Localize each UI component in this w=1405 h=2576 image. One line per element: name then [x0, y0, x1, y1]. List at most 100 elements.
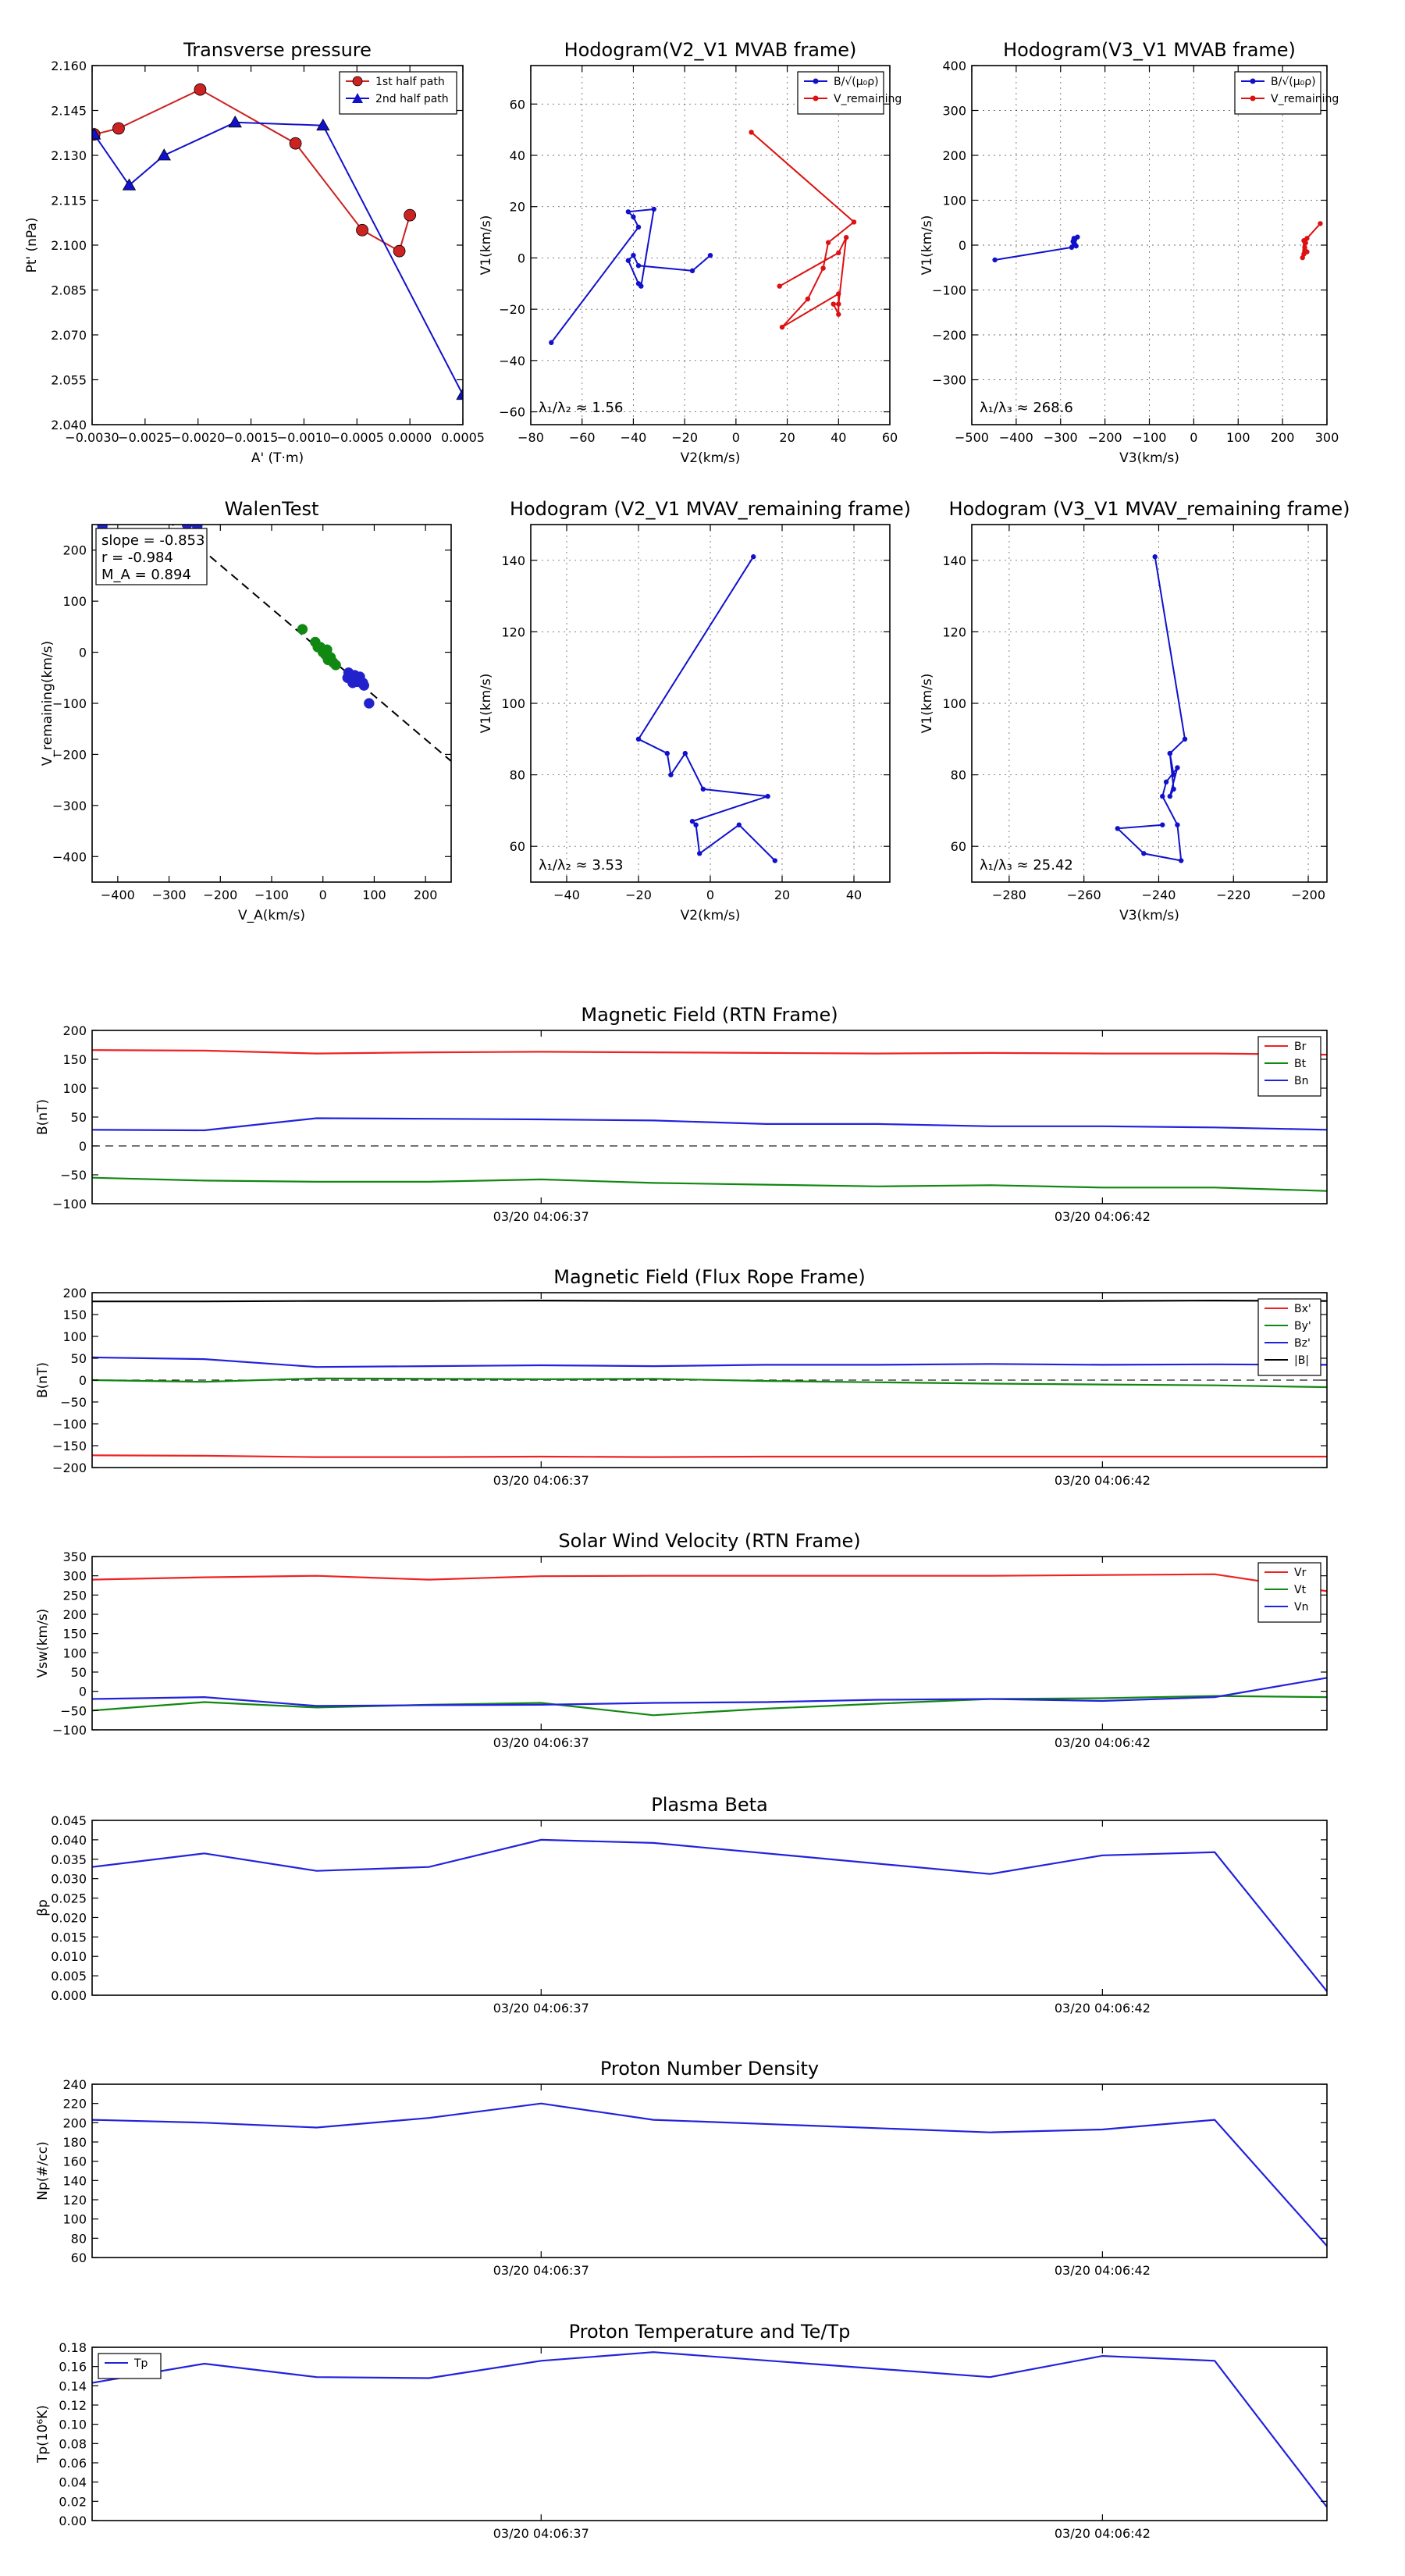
x-tick-label: 20: [774, 888, 790, 902]
data-point: [1152, 554, 1158, 560]
y-axis-label: Vsw(km/s): [35, 1609, 51, 1678]
data-point: [836, 291, 841, 297]
x-tick-label: 03/20 04:06:42: [1055, 2526, 1151, 2541]
data-point: [1073, 243, 1079, 249]
series-line-b-: [994, 236, 1079, 261]
y-tick-label: 100: [62, 1646, 87, 1660]
legend-frame: [797, 71, 884, 115]
data-point: [697, 851, 702, 856]
data-point: [194, 83, 207, 96]
y-tick-label: 100: [501, 696, 525, 711]
legend: 1st half path 2nd half path: [339, 71, 457, 115]
legend-label: 2nd half path: [375, 93, 449, 105]
legend-marker: [1250, 78, 1256, 84]
legend-label: Bz': [1294, 1337, 1311, 1350]
data-point: [1171, 772, 1176, 777]
y-tick-label: −100: [52, 1417, 87, 1432]
data-point: [1302, 244, 1307, 251]
chart-title: Hodogram(V2_V1 MVAB frame): [564, 39, 857, 61]
y-tick-label: 0: [79, 1139, 87, 1154]
chart-title: WalenTest: [225, 498, 319, 520]
chart-title: Hodogram(V3_V1 MVAB frame): [1003, 39, 1296, 61]
plot-frame: [530, 524, 891, 883]
y-tick-label: 140: [62, 2173, 87, 2188]
y-tick-label: 0: [518, 251, 525, 265]
magnetic-field-flux-rope-data: [92, 1299, 1327, 1458]
data-point: [825, 240, 831, 245]
stats-line: slope = -0.853: [101, 532, 205, 549]
x-tick-label: −80: [518, 430, 544, 445]
x-tick-label: −20: [625, 888, 652, 902]
x-tick-label: 0: [1190, 430, 1197, 445]
legend-label: 1st half path: [375, 76, 445, 88]
hodogram-v3v1-mvav-panel: −280 −260 −240 −220 −200 60 80 100 120 140 Hodogra…: [919, 498, 1350, 923]
legend: B/√(μ₀ρ) V_remaining: [1234, 71, 1339, 115]
legend-marker: [813, 95, 819, 101]
legend-label: By': [1294, 1320, 1311, 1332]
hodogram-v3v1-mvav-data: [1115, 554, 1188, 863]
legend: B/√(μ₀ρ) V_remaining: [797, 71, 902, 115]
y-tick-label: 2.055: [51, 373, 87, 388]
y-tick-label: 80: [951, 768, 966, 783]
data-point: [668, 772, 674, 777]
legend: Vr Vt Vn: [1257, 1562, 1321, 1623]
chart-title: Plasma Beta: [651, 1794, 767, 1816]
hodogram-v2v1-mvab-panel: −80 −60 −40 −20 0 20 40 60 −60 −40 −20 0 20 40 60 Hodog…: [478, 39, 902, 466]
data-point: [836, 301, 841, 307]
data-point: [92, 127, 101, 140]
x-tick-label: 40: [846, 888, 862, 902]
series-line-tp: [92, 2351, 1327, 2508]
stats-line: r = -0.984: [101, 550, 173, 566]
y-tick-label: 60: [510, 839, 525, 854]
data-point: [316, 118, 330, 131]
data-point: [635, 736, 642, 742]
data-point: [1171, 786, 1176, 792]
y-tick-label: 60: [71, 2250, 87, 2265]
legend-label: Vt: [1294, 1584, 1307, 1596]
magnetic-field-rtn-data: [92, 1049, 1327, 1192]
x-tick-label: −100: [254, 888, 289, 902]
data-point: [1160, 793, 1165, 799]
chart-title: Magnetic Field (RTN Frame): [581, 1004, 838, 1026]
x-tick-label: −0.0010: [277, 430, 331, 445]
x-tick-label: −220: [1216, 888, 1250, 902]
y-tick-label: 300: [942, 104, 966, 119]
legend-label: Vn: [1294, 1601, 1308, 1614]
y-tick-label: 2.070: [51, 328, 87, 343]
y-tick-label: 0.040: [51, 1833, 87, 1848]
x-tick-label: −40: [553, 888, 580, 902]
y-tick-label: 0.00: [59, 2514, 87, 2528]
x-tick-label: 200: [1271, 430, 1295, 445]
data-point: [1141, 851, 1147, 856]
data-point: [805, 296, 811, 302]
legend-label: Br: [1294, 1041, 1307, 1053]
data-point: [1071, 237, 1077, 243]
data-point: [297, 624, 308, 635]
plot-frame: [91, 1556, 1328, 1731]
y-tick-label: 2.085: [51, 283, 87, 298]
legend-label: V_remaining: [834, 93, 902, 105]
x-tick-label: −400: [101, 888, 135, 902]
y-tick-label: −200: [932, 328, 966, 343]
plot-frame: [530, 65, 891, 425]
y-axis-label: V1(km/s): [919, 674, 935, 734]
y-tick-label: 160: [62, 2154, 87, 2169]
data-point: [831, 301, 836, 307]
hodogram-v2v1-mvab-data: [549, 130, 857, 346]
data-point: [112, 122, 125, 135]
x-tick-label: −200: [203, 888, 237, 902]
eigen-ratio-label: λ₁/λ₃ ≈ 268.6: [980, 400, 1073, 416]
legend: Bx' By' Bz' |B|: [1257, 1298, 1321, 1376]
x-tick-label: 0: [319, 888, 327, 902]
series-line-bz-: [92, 1356, 1327, 1368]
data-point: [1175, 765, 1180, 770]
legend: Br Bt Bn: [1257, 1036, 1321, 1097]
y-tick-label: −50: [60, 1168, 87, 1183]
legend-label: Vr: [1294, 1567, 1307, 1579]
series-line-trajectory: [637, 556, 776, 862]
x-tick-label: 03/20 04:06:42: [1055, 2263, 1151, 2278]
series-line-trajectory: [1115, 557, 1186, 862]
data-point: [689, 268, 695, 274]
y-tick-label: 300: [62, 1569, 87, 1584]
